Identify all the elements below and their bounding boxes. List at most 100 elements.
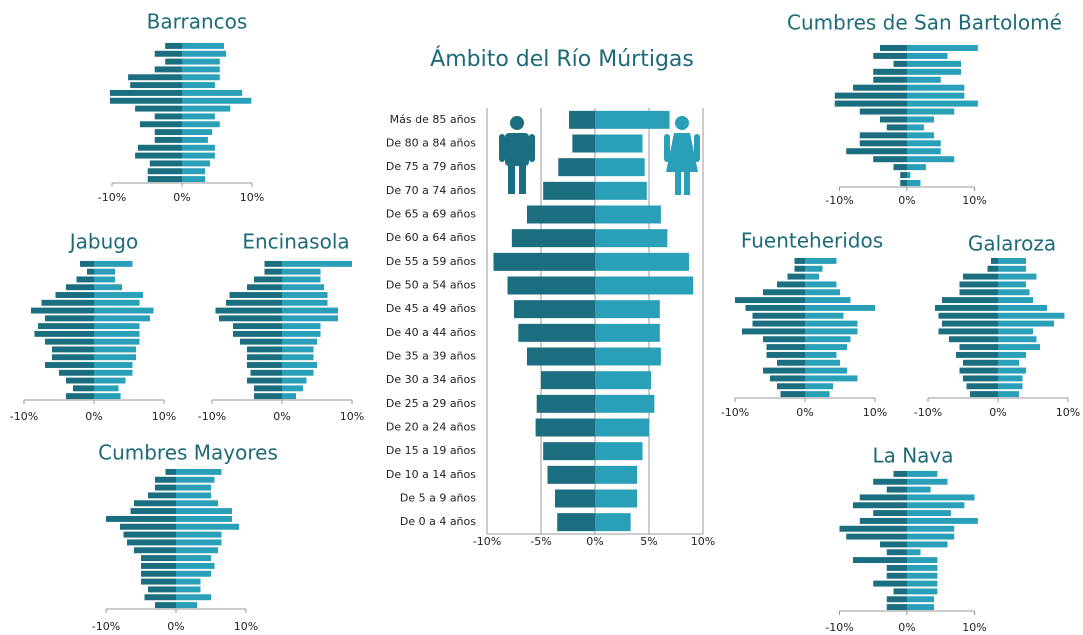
x-tick-label: 0% (898, 194, 915, 207)
bar (907, 148, 941, 155)
y-tick-label: De 10 a 14 años (386, 468, 476, 481)
bar (805, 289, 840, 296)
bar (846, 533, 907, 540)
y-tick-label: De 50 a 54 años (386, 279, 476, 292)
bar (907, 140, 941, 147)
bar (859, 108, 907, 115)
bar (557, 513, 595, 532)
bar (73, 385, 94, 392)
bar (182, 129, 213, 136)
bar (859, 517, 907, 524)
bar (595, 181, 647, 200)
bar (805, 257, 837, 264)
bar (595, 394, 655, 413)
bar (942, 320, 998, 327)
bar (45, 315, 94, 322)
bar (966, 383, 998, 390)
bar (154, 129, 182, 136)
bar (240, 338, 282, 345)
bar (907, 478, 948, 485)
bar (873, 478, 907, 485)
y-tick-label: De 0 a 4 años (400, 515, 476, 528)
bar (907, 517, 978, 524)
bar (52, 354, 94, 361)
bar (963, 375, 998, 382)
y-tick-label: De 60 a 64 años (386, 231, 476, 244)
bar (907, 68, 961, 75)
x-tick-label: 10% (962, 621, 986, 634)
bar (572, 134, 595, 153)
bar (805, 304, 875, 311)
y-tick-label: De 35 a 39 años (386, 350, 476, 363)
x-tick-label: -10% (473, 535, 501, 548)
bar (140, 121, 182, 128)
chart-title: La Nava (872, 444, 953, 468)
x-tick-label: -10% (198, 410, 226, 423)
bar (777, 383, 805, 390)
bar (148, 492, 176, 499)
bar (907, 76, 941, 83)
bar (763, 367, 805, 374)
bar (938, 312, 998, 319)
bar (182, 144, 215, 151)
bar (805, 375, 858, 382)
bar (94, 292, 143, 298)
bar (595, 489, 638, 508)
x-tick-label: 10% (863, 406, 887, 419)
bar (987, 265, 998, 272)
bar (176, 531, 222, 538)
bar (886, 596, 907, 603)
bar (182, 121, 220, 128)
x-tick-label: 10% (340, 410, 364, 423)
bar (229, 292, 282, 298)
bar (998, 281, 1026, 288)
bar (282, 299, 328, 306)
bar (52, 346, 94, 353)
bar (34, 330, 94, 337)
bar (853, 502, 907, 509)
bar (282, 354, 314, 361)
bar (137, 144, 182, 151)
bar (998, 367, 1026, 374)
bar (182, 66, 220, 73)
bar (595, 276, 694, 295)
bar (998, 351, 1026, 358)
bar (165, 468, 176, 475)
bar (907, 486, 931, 493)
x-tick-label: -10% (10, 410, 38, 423)
bar (176, 508, 232, 515)
bar (859, 494, 907, 501)
bar (254, 276, 282, 283)
bar (59, 369, 94, 376)
bar (526, 347, 595, 366)
bar (794, 265, 805, 272)
bar (94, 307, 154, 314)
chart-title: Cumbres de San Bartolomé (787, 11, 1062, 35)
bar (94, 299, 140, 306)
bar (873, 510, 907, 517)
bar (154, 136, 182, 143)
bar (780, 391, 805, 398)
bar (959, 281, 998, 288)
bar (805, 297, 851, 304)
bar (805, 312, 844, 319)
bar (998, 320, 1054, 327)
bar (907, 557, 938, 564)
bar (998, 328, 1033, 335)
bar (94, 268, 115, 275)
bar (998, 359, 1019, 366)
bar (94, 346, 136, 353)
bar (907, 494, 975, 501)
bar (938, 328, 998, 335)
bar (893, 588, 907, 595)
bar (595, 229, 668, 248)
bar (154, 113, 182, 120)
bar (907, 604, 934, 611)
bar (886, 486, 907, 493)
bar (886, 549, 907, 556)
bar (595, 110, 670, 129)
bar (282, 369, 314, 376)
bar (595, 134, 643, 153)
chart-title: Barrancos (147, 10, 248, 34)
bar (141, 570, 176, 577)
